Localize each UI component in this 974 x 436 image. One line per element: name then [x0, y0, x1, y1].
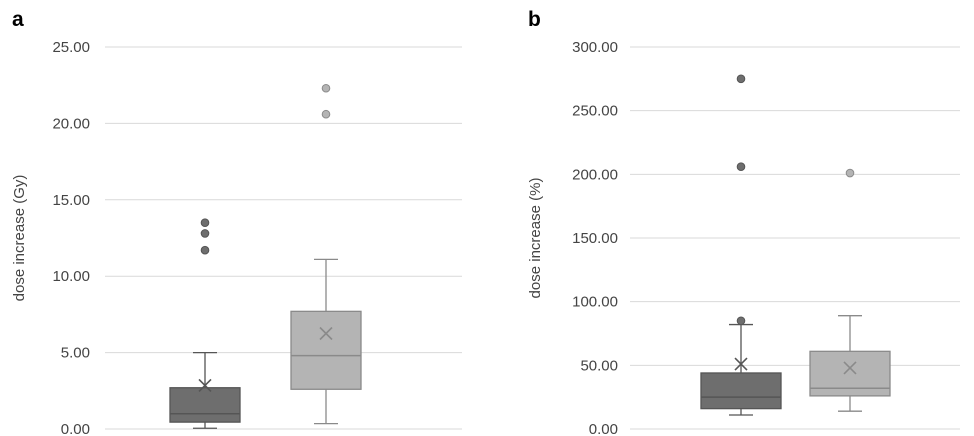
outlier-point	[321, 83, 331, 93]
y-tick-label: 0.00	[61, 421, 90, 436]
box-series-1	[169, 218, 241, 429]
boxplot-chart-a: 0.00 5.00 10.00 15.00 20.00 25.00 dose increas…	[11, 39, 462, 436]
outlier-point	[736, 74, 746, 84]
mean-marker	[734, 357, 748, 371]
y-tick-label: 10.00	[52, 268, 90, 285]
mean-marker	[843, 361, 857, 375]
box-iqr	[290, 310, 362, 390]
outlier-point	[200, 229, 210, 238]
y-tick-label: 300.00	[572, 39, 618, 56]
panel-letter-a: a	[12, 8, 24, 31]
y-tick-label: 20.00	[52, 115, 90, 132]
box-iqr	[809, 350, 891, 397]
y-tick-label: 150.00	[572, 230, 618, 247]
panel-letter-b: b	[528, 8, 541, 31]
box-series-2	[290, 83, 362, 425]
y-tick-label: 5.00	[61, 345, 90, 362]
mean-marker	[319, 326, 333, 341]
y-tick-label: 0.00	[589, 421, 618, 436]
y-axis-title: dose increase (%)	[527, 178, 544, 299]
outlier-point	[845, 168, 855, 178]
box-iqr	[169, 387, 241, 423]
y-tick-label: 25.00	[52, 39, 90, 56]
y-tick-label: 250.00	[572, 103, 618, 120]
outlier-point	[200, 218, 210, 228]
chart-panel-b: b 0.00 50.00 100.00 150.00 200.00 250.00 300.0…	[500, 0, 974, 436]
y-tick-label: 100.00	[572, 294, 618, 311]
y-axis-title: dose increase (Gy)	[11, 175, 28, 302]
box-series-2	[809, 168, 891, 412]
outlier-point	[200, 245, 210, 255]
chart-panel-a: a 0.00 5.00 10.00 15.00 20.00 25.00 dose incre…	[0, 0, 480, 436]
box-iqr	[700, 372, 782, 410]
boxplot-chart-b: 0.00 50.00 100.00 150.00 200.00 250.00 300.00 d…	[527, 39, 960, 436]
outlier-point	[321, 109, 331, 119]
mean-marker	[198, 378, 212, 393]
y-tick-label: 15.00	[52, 192, 90, 209]
y-tick-label: 50.00	[580, 357, 618, 374]
y-tick-label: 200.00	[572, 166, 618, 183]
box-series-1	[700, 74, 782, 416]
outlier-point	[736, 162, 746, 171]
outlier-point	[736, 316, 746, 326]
